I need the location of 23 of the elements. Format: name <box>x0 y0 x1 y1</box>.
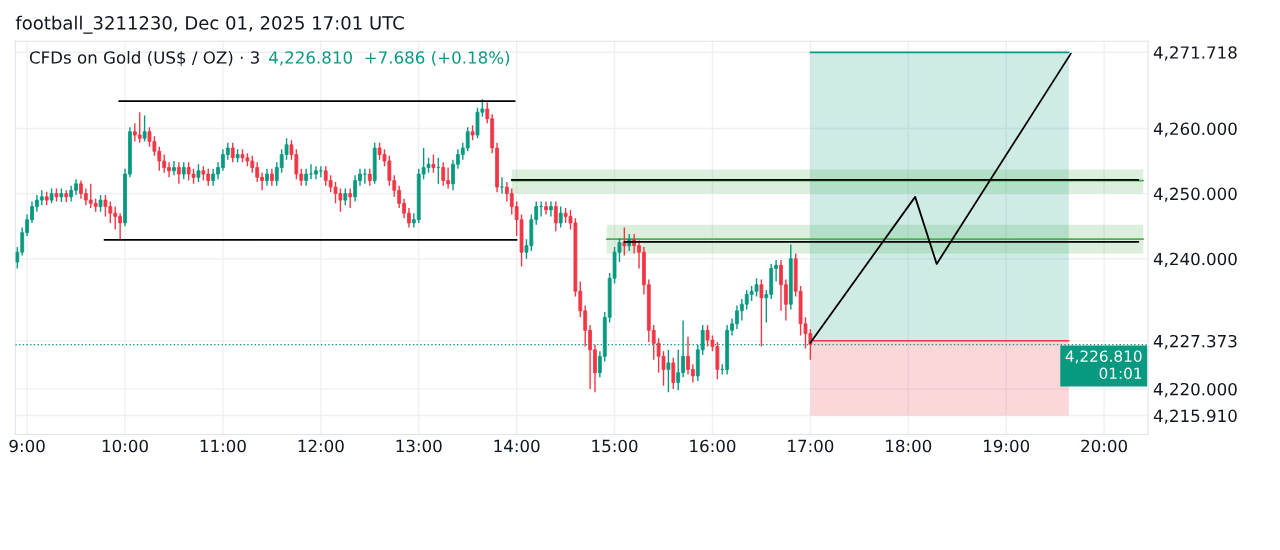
x-tick-label: 16:00 <box>690 439 736 453</box>
annotation: 4,226.810 +7.686 (+0.18%) <box>269 50 510 66</box>
x-tick-label: 14:00 <box>494 439 540 453</box>
text: CFDs on Gold (US$ / OZ) · 3 <box>29 50 259 66</box>
y-tick-label: 4,220.000 <box>1153 382 1237 398</box>
x-tick-label: 10:00 <box>102 439 148 453</box>
ref-line-label: 4,226.810 01:01 <box>1065 350 1142 380</box>
y-tick-label: 4,215.910 <box>1153 409 1237 424</box>
x-tick-label: 13:00 <box>396 439 442 453</box>
y-tick-label: 4,240.000 <box>1153 252 1237 267</box>
x-tick-label: 18:00 <box>886 439 932 453</box>
x-tick-label: 15:00 <box>592 439 638 453</box>
y-tick-label: 4,271.718 <box>1153 46 1237 61</box>
x-tick-label: 9:00 <box>9 439 45 453</box>
x-tick-label: 20:00 <box>1081 439 1128 453</box>
y-tick-label: 4,227.373 <box>1153 334 1237 350</box>
x-tick-label: 17:00 <box>788 439 834 453</box>
chart-title: football_3211230, Dec 01, 2025 17:01 UTC <box>15 15 404 34</box>
x-tick-label: 12:00 <box>298 439 344 453</box>
y-tick-label: 4,250.000 <box>1153 187 1237 202</box>
x-tick-label: 19:00 <box>984 439 1030 453</box>
x-tick-label: 11:00 <box>200 439 246 453</box>
y-tick-label: 4,260.000 <box>1153 122 1237 137</box>
